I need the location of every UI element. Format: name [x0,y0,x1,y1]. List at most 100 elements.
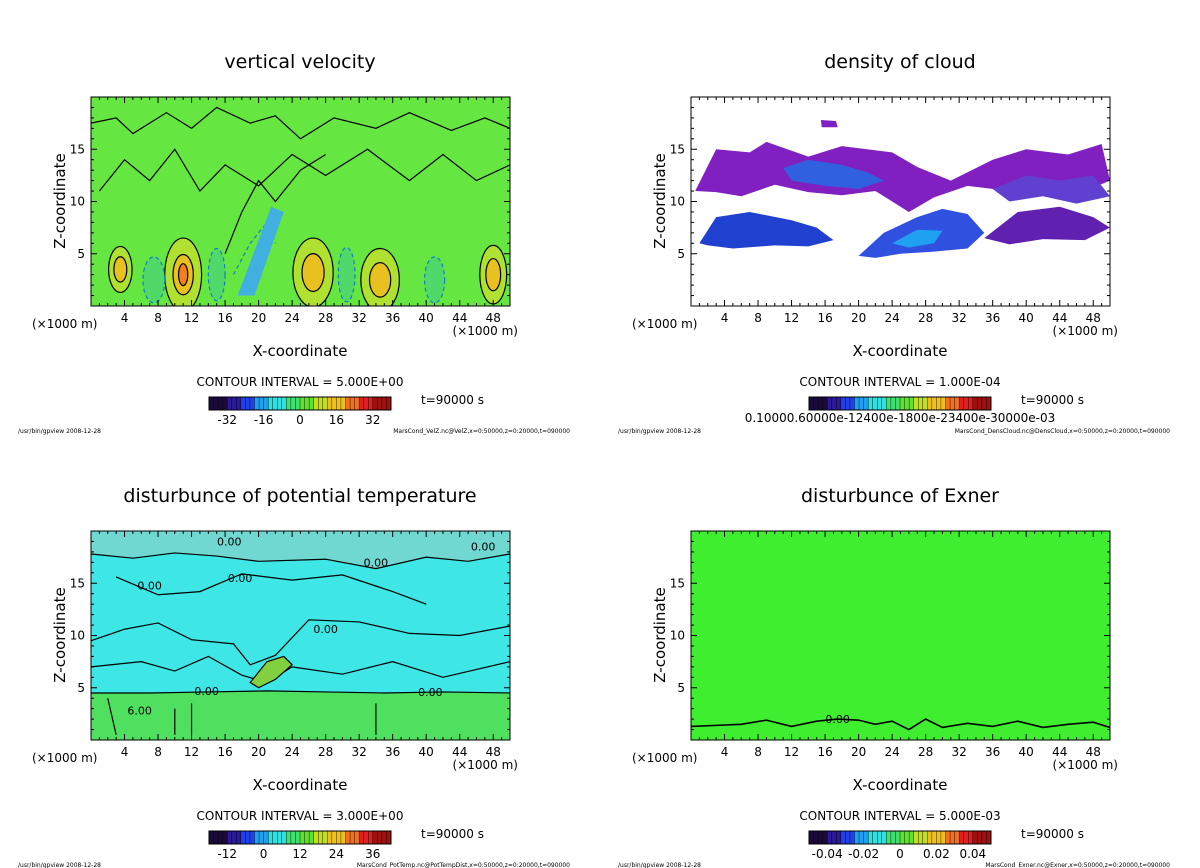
colorbar-bin [881,830,887,845]
colorbar-tick-label: 0 [260,847,268,861]
x-axis-title: X-coordinate [253,776,348,794]
colorbar-bin [831,830,837,845]
cloud-core [992,175,1110,204]
plot-field [91,106,510,306]
colorbar-bin [254,830,260,845]
colorbar-bin [954,830,960,845]
colorbar-bin [318,396,324,411]
colorbar-bin [358,396,365,411]
footer-right: MarsCond_Exner.nc@Exner,x=0:50000,z=0:20… [985,862,1170,868]
colorbar-bin [808,396,815,411]
x-tick-label: 20 [251,745,266,759]
colorbar-bin [927,830,933,845]
footer-left: /usr/bin/gpview 2008-12-28 [618,428,701,435]
plot-field [695,119,1110,258]
y-tick-label: 10 [670,629,685,643]
colorbar-bin [368,396,374,411]
colorbar-tick-label: 24 [329,847,344,861]
colorbar-tick-label: 0.10000.60000e-12400e-1800e-23400e-30000… [745,411,1056,425]
colorbar-bin [904,830,910,845]
updraft-core [113,256,128,283]
colorbar-bin [281,830,287,845]
y-unit-label: (×1000 m) [32,751,97,765]
x-tick-label: 20 [251,311,266,325]
colorbar-bin [981,396,987,411]
contour-line [115,573,427,605]
colorbar-bin [299,396,306,411]
x-axis-title: X-coordinate [853,342,948,360]
colorbar-bin [890,396,896,411]
colorbar-bin [377,396,383,411]
colorbar-bin [826,830,833,845]
contour-line [98,148,510,193]
x-axis-title: X-coordinate [253,342,348,360]
x-tick-label: 36 [985,311,1000,325]
cloud-layer-lower [699,211,834,249]
x-tick-label: 36 [385,311,400,325]
colorbar-bin [231,396,237,411]
colorbar-bin [881,396,887,411]
colorbar-bin [822,830,828,845]
plot-background [691,531,1110,740]
x-tick-label: 12 [784,745,799,759]
colorbar-bin [918,830,924,845]
colorbar-bin [908,396,915,411]
downdraft-cell [423,256,446,304]
x-unit-label: (×1000 m) [453,758,518,772]
colorbar-bin [968,396,974,411]
chart-title: disturbunce of Exner [801,485,999,507]
chart-title: disturbunce of potential temperature [123,485,476,507]
colorbar-bin [226,830,233,845]
x-tick-label: 20 [851,311,866,325]
colorbar-bin [817,830,824,845]
colorbar-bin [845,830,851,845]
colorbar-bin [245,830,251,845]
colorbar-tick-label: 0.02 [923,847,950,861]
colorbar-bin [817,396,824,411]
colorbar-bin [377,830,383,845]
y-tick-label: 15 [670,142,685,156]
colorbar-tick-label: 0 [896,847,904,861]
contour-label: 0.00 [217,535,242,548]
cloud-layer-lower [984,206,1110,245]
colorbar-bin [963,396,969,411]
colorbar-bin [272,396,278,411]
plot-field: 0.00 0.00 0.00 0.00 0.00 0.00 0.00 0.00 6.00 [91,531,510,740]
colorbar-bin [358,830,365,845]
colorbar-bin [908,830,915,845]
colorbar-bin [977,830,983,845]
colorbar-tick-label: -0.02 [848,847,879,861]
downdraft-band [237,206,284,296]
x-tick-label: 12 [184,745,199,759]
colorbar-bin [836,830,842,845]
colorbar-bin [208,396,215,411]
x-tick-label: 24 [884,745,899,759]
colorbar-frame [808,830,992,845]
chart-panel-3: disturbunce of potential temperature 0.00… [18,485,570,868]
contour-line [91,552,510,570]
x-tick-label: 40 [1019,745,1034,759]
colorbar-bin [972,830,978,845]
x-tick-label: 24 [284,745,299,759]
colorbar-bin [895,830,901,845]
colorbar-bin [313,830,319,845]
colorbar-bin [295,830,301,845]
colorbar-bin [345,396,351,411]
x-tick-label: 32 [352,311,367,325]
colorbar-bin [381,396,387,411]
x-tick-label: 24 [884,311,899,325]
x-unit-label: (×1000 m) [1053,758,1118,772]
contour-label: 0.00 [228,572,253,585]
x-tick-label: 8 [754,311,762,325]
x-tick-label: 36 [385,745,400,759]
colorbar-bin [945,830,951,845]
y-tick-label: 5 [77,247,85,261]
colorbar-bin [890,830,896,845]
colorbar-bin [363,830,369,845]
downdraft-cell [142,256,166,304]
colorbar-bin [263,396,269,411]
colorbar-bin [272,830,278,845]
colorbar-bin [286,396,292,411]
colorbar-bin [936,396,942,411]
